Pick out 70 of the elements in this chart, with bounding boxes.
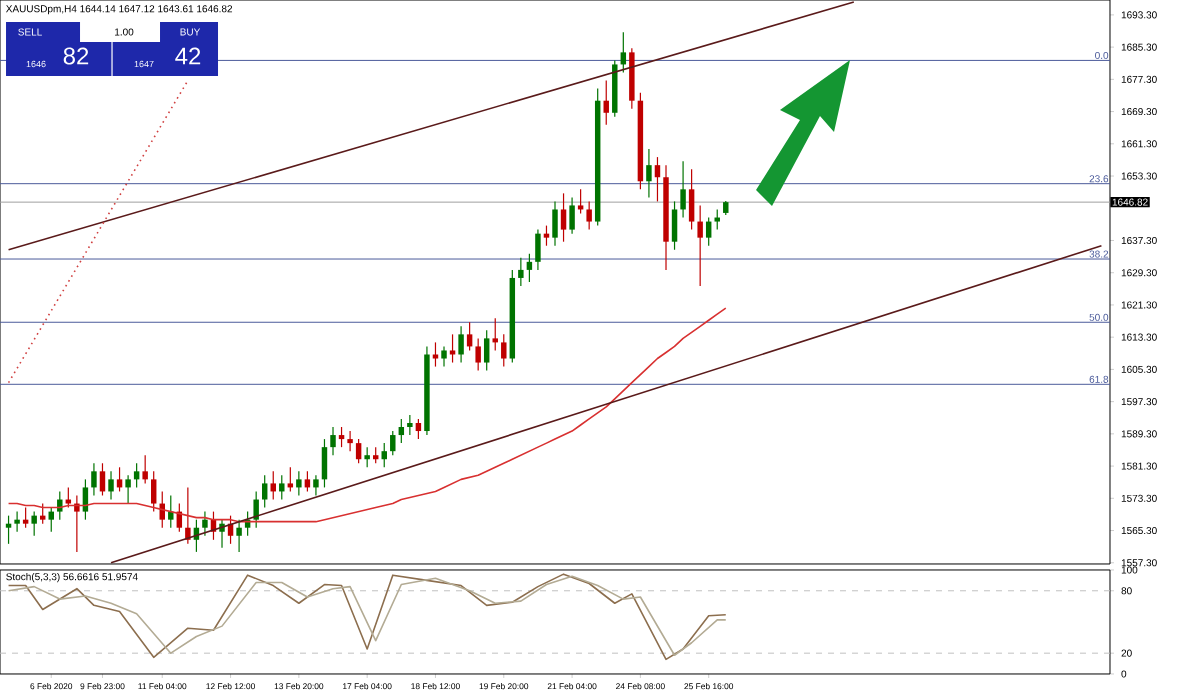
- candlestick: [313, 474, 319, 497]
- candlestick: [475, 337, 481, 372]
- candlestick: [543, 224, 550, 247]
- candlestick: [14, 511, 20, 533]
- candlestick: [236, 519, 242, 553]
- candlestick: [501, 333, 507, 368]
- candlestick: [168, 494, 174, 529]
- candlestick: [202, 511, 208, 537]
- candlestick: [330, 426, 336, 456]
- candlestick: [449, 333, 456, 364]
- candlestick: [526, 253, 533, 283]
- candlestick: [441, 345, 447, 368]
- candlestick: [22, 506, 29, 529]
- candlestick: [688, 168, 695, 231]
- candlestick: [355, 438, 362, 464]
- candlestick: [654, 156, 661, 203]
- candlestick: [466, 321, 473, 352]
- candlestick: [714, 208, 720, 231]
- candlestick: [671, 200, 678, 251]
- annotation: 42: [175, 47, 201, 65]
- candlestick: [65, 486, 72, 509]
- annotation: 82: [63, 47, 89, 65]
- candlestick: [321, 438, 328, 489]
- candlestick: [381, 442, 387, 468]
- candlestick: [31, 511, 37, 537]
- candlestick: [185, 486, 191, 545]
- candlestick: [99, 462, 106, 497]
- candlestick: [253, 490, 259, 529]
- candlestick: [133, 462, 140, 489]
- candlestick: [552, 200, 558, 247]
- candlestick: [108, 470, 114, 501]
- candlestick: [91, 462, 97, 497]
- candlestick: [620, 31, 627, 74]
- candlestick: [492, 317, 498, 352]
- candlestick: [48, 506, 54, 533]
- candlestick: [577, 188, 584, 215]
- candlestick: [646, 148, 652, 198]
- candlestick: [407, 414, 413, 436]
- candlestick: [680, 160, 686, 219]
- candlestick: [705, 216, 712, 247]
- candlestick: [142, 454, 148, 485]
- candlestick: [5, 515, 12, 545]
- candlestick: [125, 474, 131, 505]
- candlestick: [304, 470, 311, 493]
- candlestick: [415, 418, 422, 440]
- candlestick: [518, 257, 524, 287]
- candlestick: [270, 470, 276, 501]
- candlestick: [338, 426, 345, 448]
- candlestick: [569, 196, 575, 235]
- candlestick: [150, 470, 157, 513]
- candlestick: [74, 494, 80, 553]
- candlestick: [57, 490, 63, 521]
- candlestick: [560, 192, 567, 243]
- candlestick: [483, 329, 490, 372]
- candlestick: [586, 200, 592, 231]
- candlestick: [398, 418, 405, 444]
- candlestick: [697, 204, 703, 287]
- candlestick: [535, 229, 541, 271]
- candlestick: [347, 430, 353, 452]
- candlestick: [458, 325, 464, 364]
- candlestick: [279, 474, 285, 501]
- candlestick: [390, 430, 396, 456]
- candlestick: [116, 466, 123, 493]
- candlestick: [296, 470, 302, 497]
- candlestick: [39, 502, 46, 525]
- candlestick: [261, 474, 268, 509]
- candlestick: [364, 446, 370, 468]
- candlestick: [432, 341, 439, 368]
- candlestick: [287, 466, 294, 493]
- candlestick: [603, 79, 609, 126]
